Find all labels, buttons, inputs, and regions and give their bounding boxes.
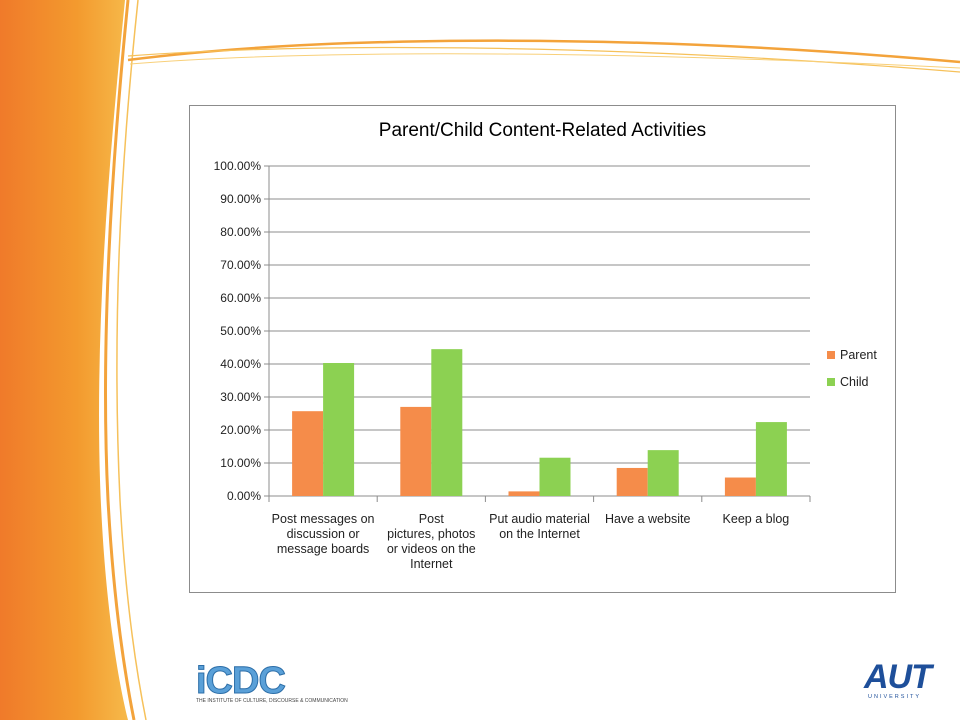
orange-side-band: [0, 0, 128, 720]
top-swoosh-3: [129, 53, 960, 69]
aut-logo: AUT UNIVERSITY: [864, 658, 934, 706]
bar-parent: [616, 467, 648, 496]
chart-plot: 0.00% 10.00% 20.00% 30.00% 40.00% 50.00% 60.00…: [214, 159, 878, 571]
y-tick-label: 100.00%: [214, 159, 262, 173]
x-category-label: discussion or: [287, 527, 360, 541]
x-category-label: Keep a blog: [723, 512, 790, 526]
x-category-label: on the Internet: [499, 527, 580, 541]
y-tick-label: 40.00%: [220, 357, 261, 371]
y-tick-label: 10.00%: [220, 456, 261, 470]
legend-swatch-child: [827, 378, 835, 386]
x-category-label: Have a website: [605, 512, 691, 526]
x-category-label: or videos on the: [387, 542, 476, 556]
icdc-logo: iCDC THE INSTITUTE OF CULTURE, DISCOURSE…: [196, 660, 348, 710]
legend-label-child: Child: [840, 375, 869, 389]
x-category-label: message boards: [277, 542, 369, 556]
y-tick-label: 20.00%: [220, 423, 261, 437]
bar-child: [323, 363, 355, 496]
aut-logo-text: AUT: [864, 658, 932, 696]
y-tick-label: 60.00%: [220, 291, 261, 305]
chart-title: Parent/Child Content-Related Activities: [378, 120, 707, 141]
bar-child: [431, 349, 463, 496]
x-category-label: pictures, photos: [387, 527, 475, 541]
chart-frame: Parent/Child Content-Related Activities …: [189, 105, 896, 593]
y-tick-label: 50.00%: [220, 324, 261, 338]
bar-parent: [292, 411, 324, 496]
x-category-label: Post: [419, 512, 445, 526]
bar-parent: [508, 491, 540, 496]
y-tick-label: 0.00%: [227, 489, 261, 503]
side-swoosh-2: [116, 0, 147, 720]
bar-child: [539, 457, 571, 496]
y-tick-label: 70.00%: [220, 258, 261, 272]
x-category-label: Put audio material: [489, 512, 590, 526]
icdc-logo-subtitle: THE INSTITUTE OF CULTURE, DISCOURSE & CO…: [196, 698, 348, 704]
top-swoosh-1: [127, 39, 960, 64]
side-swoosh-1: [103, 0, 136, 720]
legend-swatch-parent: [827, 351, 835, 359]
y-tick-label: 90.00%: [220, 192, 261, 206]
bar-parent: [724, 477, 756, 496]
icdc-logo-text: iCDC: [196, 660, 287, 703]
y-tick-label: 80.00%: [220, 225, 261, 239]
y-tick-label: 30.00%: [220, 390, 261, 404]
bar-child: [755, 422, 787, 496]
aut-logo-subtitle: UNIVERSITY: [868, 694, 922, 700]
bar-parent: [400, 406, 432, 496]
x-category-label: Post messages on: [272, 512, 375, 526]
x-category-label: Internet: [410, 557, 453, 571]
bar-child: [647, 450, 679, 496]
legend-label-parent: Parent: [840, 348, 877, 362]
